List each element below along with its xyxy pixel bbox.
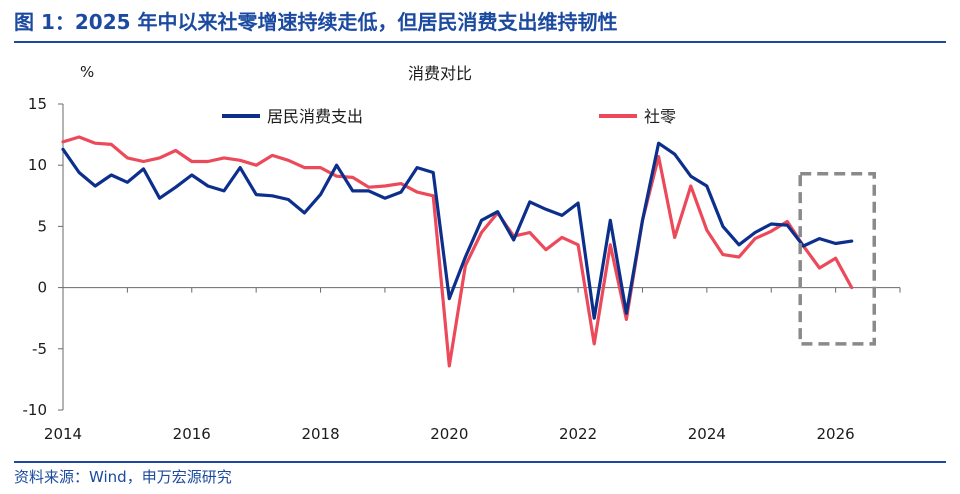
series-layer [61,135,854,368]
legend-label-1: 社零 [644,107,676,126]
legend: 居民消费支出 社零 [222,107,676,126]
y-tick-label: -10 [23,401,48,419]
legend-label-0: 居民消费支出 [267,107,363,126]
y-tick-label: 15 [28,95,47,113]
x-tick-label: 2024 [688,425,726,443]
highlight-layer [798,172,876,346]
y-axis-label: % [80,63,94,81]
axes: -10 -5 0 5 10 15 2014 2016 2018 2020 2022 2024 2026 [23,95,901,443]
chart-title: 消费对比 [408,64,472,83]
x-tick-label: 2022 [559,425,597,443]
highlight-box [798,172,876,346]
source-note: 资料来源：Wind，申万宏源研究 [14,468,232,486]
y-tick-label: 0 [37,279,47,297]
x-tick-label: 2026 [817,425,855,443]
footer-rule [14,461,946,463]
x-tick-label: 2020 [430,425,468,443]
y-tick-label: 10 [28,156,47,174]
y-tick-label: -5 [32,340,47,358]
series-line-0 [61,141,854,320]
x-tick-label: 2018 [301,425,339,443]
figure-title: 图 1：2025 年中以来社零增速持续走低，但居民消费支出维持韧性 [14,10,618,34]
x-tick-label: 2014 [44,425,82,443]
x-tick-label: 2016 [173,425,211,443]
title-rule [14,41,946,43]
y-tick-label: 5 [37,217,47,235]
series-line-1 [61,135,854,368]
